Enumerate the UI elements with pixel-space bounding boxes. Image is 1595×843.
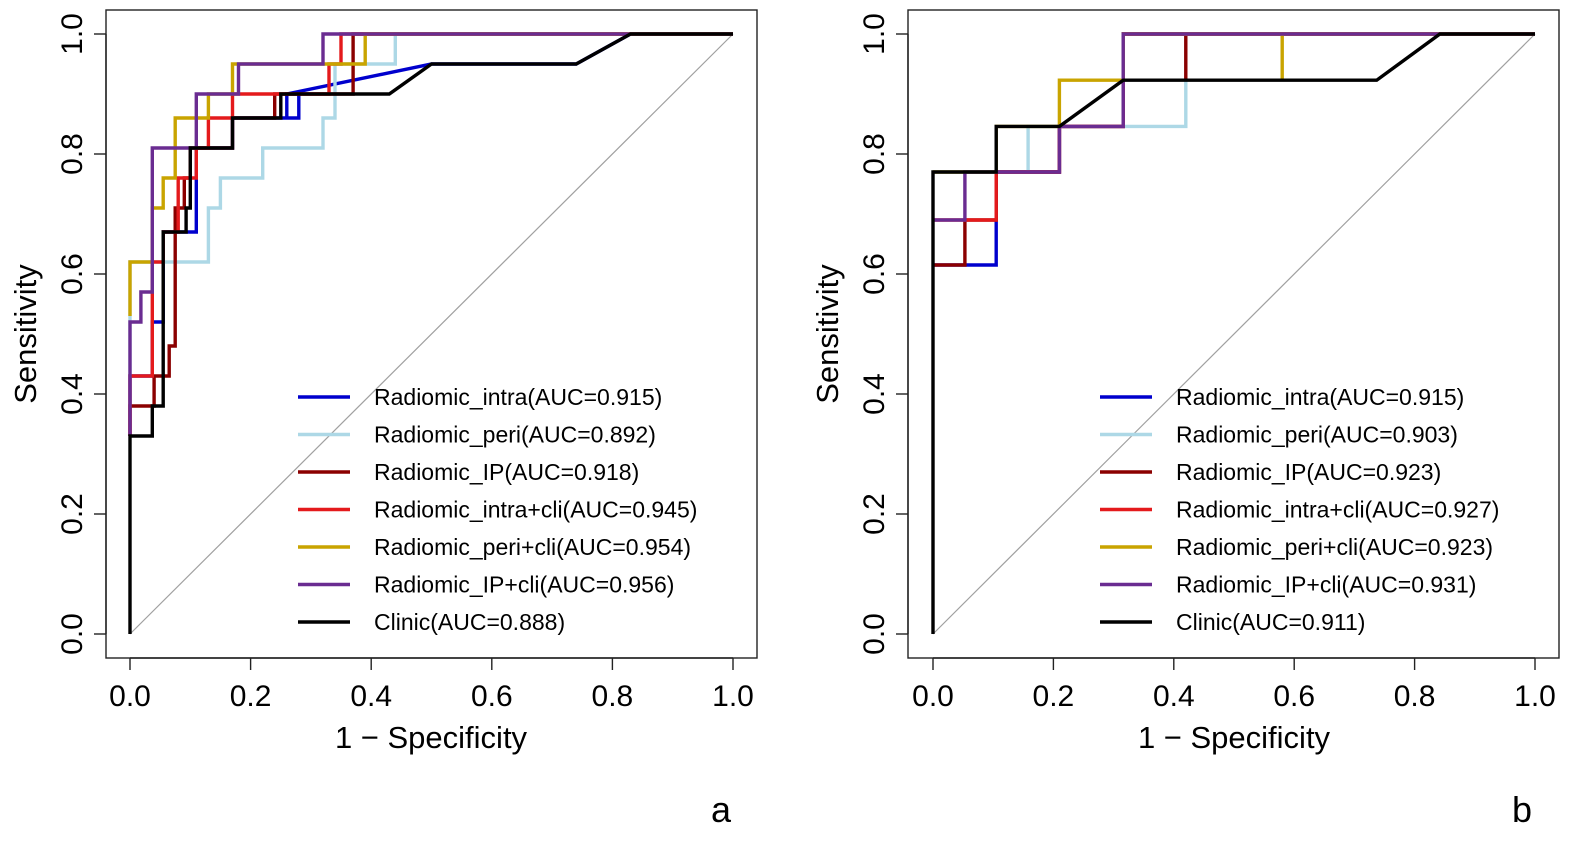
x-tick-label: 0.4 [1153,680,1195,713]
y-axis-title: Sensitivity [8,264,43,404]
x-tick-label: 1.0 [712,680,754,713]
y-tick-label: 1.0 [858,13,891,55]
legend-label: Radiomic_peri+cli(AUC=0.954) [374,534,691,560]
x-axis-ticks: 0.0 0.2 0.4 0.6 0.8 1.0 [912,658,1556,713]
x-axis-title: 1 − Specificity [335,720,528,755]
y-tick-label: 1.0 [56,13,89,55]
reference-diagonal [129,33,734,635]
x-tick-label: 0.2 [1033,680,1075,713]
y-tick-label: 0.0 [858,613,891,655]
roc-curve-radiomic-peri-cli [128,32,733,316]
y-axis-ticks: 0.0 0.2 0.4 0.6 0.8 1.0 [858,13,908,655]
y-tick-label: 0.0 [56,613,89,655]
roc-curve-radiomic-ip [933,32,1535,267]
legend-label: Radiomic_peri+cli(AUC=0.923) [1176,534,1493,560]
roc-curve-radiomic-peri-cli [933,32,1535,174]
legend-label: Radiomic_IP+cli(AUC=0.956) [374,572,674,598]
legend-label: Clinic(AUC=0.888) [374,609,565,635]
x-axis-title: 1 − Specificity [1138,720,1331,755]
legend-label: Radiomic_IP+cli(AUC=0.931) [1176,572,1476,598]
legend-label: Radiomic_intra+cli(AUC=0.945) [374,497,697,523]
roc-panel-a: 0.0 0.2 0.4 0.6 0.8 1.0 0.0 0.2 0.4 0.6 0.8 1.0 1 … [8,9,758,830]
legend-label: Radiomic_IP(AUC=0.918) [374,459,639,485]
x-tick-label: 0.2 [230,680,272,713]
y-tick-label: 0.4 [858,373,891,415]
roc-curves [128,32,733,634]
roc-curve-radiomic-peri [933,32,1535,174]
legend-label: Radiomic_peri(AUC=0.903) [1176,422,1458,448]
roc-panel-b: 0.0 0.2 0.4 0.6 0.8 1.0 0.0 0.2 0.4 0.6 0.8 1.0 1 … [810,9,1560,830]
reference-diagonal [932,33,1536,635]
legend-label: Radiomic_intra+cli(AUC=0.927) [1176,497,1499,523]
y-tick-label: 0.8 [858,133,891,175]
x-tick-label: 0.8 [1394,680,1436,713]
legend-label: Radiomic_intra(AUC=0.915) [374,384,662,410]
legend-label: Clinic(AUC=0.911) [1176,609,1365,635]
panel-label-a: a [711,789,732,830]
y-axis-ticks: 0.0 0.2 0.4 0.6 0.8 1.0 [56,13,106,655]
x-tick-label: 0.0 [109,680,151,713]
y-axis-title: Sensitivity [810,264,845,404]
x-tick-label: 0.6 [471,680,513,713]
y-tick-label: 0.8 [56,133,89,175]
legend: Radiomic_intra(AUC=0.915) Radiomic_peri(A… [298,384,697,635]
x-tick-label: 0.6 [1273,680,1315,713]
roc-curve-radiomic-ip-cli [933,32,1535,222]
roc-curve-radiomic-peri [128,32,733,436]
x-axis-ticks: 0.0 0.2 0.4 0.6 0.8 1.0 [109,658,754,713]
y-tick-label: 0.6 [56,253,89,295]
legend-label: Radiomic_peri(AUC=0.892) [374,422,656,448]
legend: Radiomic_intra(AUC=0.915) Radiomic_peri(A… [1100,384,1499,635]
y-tick-label: 0.4 [56,373,89,415]
roc-curves [931,32,1535,634]
roc-curve-clinic [128,32,733,634]
x-tick-label: 0.8 [592,680,634,713]
x-tick-label: 0.0 [912,680,954,713]
y-tick-label: 0.2 [858,493,891,535]
legend-label: Radiomic_intra(AUC=0.915) [1176,384,1464,410]
x-tick-label: 0.4 [350,680,392,713]
panel-label-b: b [1512,789,1532,830]
y-tick-label: 0.2 [56,493,89,535]
roc-curve-radiomic-intra [933,32,1535,267]
legend-label: Radiomic_IP(AUC=0.923) [1176,459,1441,485]
roc-curve-radiomic-ip-cli [128,32,733,436]
roc-curve-clinic [931,32,1535,634]
y-tick-label: 0.6 [858,253,891,295]
x-tick-label: 1.0 [1514,680,1556,713]
